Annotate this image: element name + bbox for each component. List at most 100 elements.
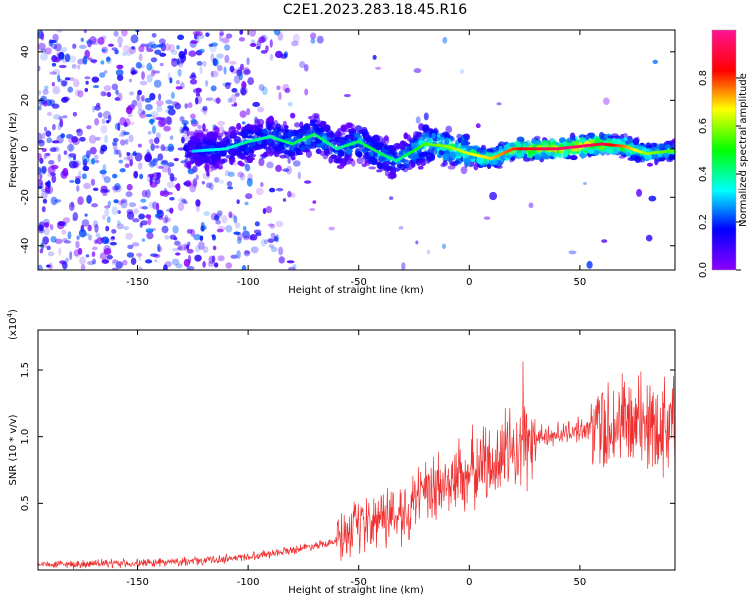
noise-blob: [64, 53, 71, 63]
ridge-blob: [645, 142, 652, 149]
noise-blob: [160, 144, 166, 152]
noise-blob: [496, 102, 502, 106]
noise-blob: [210, 70, 219, 78]
ridge-blob: [184, 157, 189, 164]
noise-blob: [114, 185, 122, 193]
noise-blob: [83, 182, 91, 190]
noise-blob: [170, 91, 175, 99]
noise-blob: [77, 247, 83, 256]
noise-blob: [188, 254, 192, 264]
noise-blob: [38, 221, 45, 229]
noise-blob: [201, 181, 205, 185]
noise-blob: [78, 229, 87, 238]
noise-blob: [91, 76, 100, 83]
noise-blob: [489, 191, 498, 201]
noise-blob: [127, 244, 134, 250]
x-axis-label: Height of straight line (km): [288, 285, 424, 296]
noise-blob: [47, 165, 56, 175]
noise-blob: [146, 173, 152, 183]
ridge-blob: [224, 132, 230, 138]
ridge-blob: [428, 155, 436, 160]
ridge-blob: [447, 165, 456, 170]
y-tick-label: 40: [20, 45, 31, 58]
noise-blob: [52, 33, 59, 42]
noise-blob: [137, 162, 143, 170]
noise-blob: [136, 93, 140, 102]
noise-blob: [43, 221, 50, 228]
noise-blob: [156, 202, 160, 212]
noise-blob: [171, 247, 180, 252]
noise-blob: [264, 239, 269, 245]
ridge-blob: [326, 131, 335, 138]
noise-blob: [231, 88, 238, 93]
noise-blob: [249, 42, 257, 47]
noise-blob: [153, 137, 160, 145]
ridge-blob: [209, 140, 214, 145]
noise-blob: [139, 222, 143, 228]
noise-blob: [162, 165, 169, 173]
ridge-blob: [410, 139, 417, 144]
noise-blob: [167, 143, 175, 152]
noise-blob: [267, 238, 275, 243]
noise-blob: [81, 219, 90, 227]
noise-blob: [228, 60, 237, 65]
ridge-blob: [368, 166, 377, 170]
noise-blob: [75, 240, 80, 249]
ridge-blob: [553, 154, 558, 158]
ridge-blob: [237, 131, 246, 136]
ridge-blob: [646, 162, 654, 167]
ridge-core: [534, 147, 538, 151]
colorbar-tick-label: 0.0: [698, 262, 709, 278]
noise-blob: [84, 213, 88, 217]
noise-blob: [102, 164, 107, 173]
noise-blob: [270, 246, 278, 253]
noise-blob: [68, 55, 77, 63]
ridge-blob: [398, 141, 407, 149]
noise-blob: [155, 165, 164, 169]
noise-blob: [117, 200, 124, 205]
noise-blob: [260, 239, 267, 247]
noise-blob: [230, 94, 237, 103]
noise-blob: [138, 53, 143, 62]
noise-blob: [101, 48, 106, 52]
noise-blob: [148, 201, 156, 209]
noise-blob: [84, 76, 91, 80]
colorbar-label: Normalized spectral amplitude: [738, 73, 749, 227]
noise-blob: [582, 181, 587, 186]
noise-blob: [246, 57, 250, 65]
noise-blob: [213, 262, 219, 268]
noise-blob: [126, 252, 135, 258]
ridge-blob: [457, 137, 462, 144]
noise-blob: [129, 159, 133, 167]
noise-blob: [267, 223, 275, 227]
noise-blob: [101, 259, 110, 264]
noise-blob: [163, 264, 168, 270]
noise-blob: [68, 159, 72, 166]
ridge-blob: [304, 143, 313, 150]
noise-blob: [43, 126, 48, 132]
noise-blob: [211, 234, 217, 241]
ridge-blob: [454, 160, 460, 164]
noise-blob: [104, 238, 110, 245]
noise-blob: [199, 65, 203, 75]
noise-blob: [88, 134, 97, 144]
noise-blob: [208, 255, 215, 265]
noise-blob: [132, 218, 140, 223]
noise-blob: [137, 101, 143, 111]
noise-blob: [215, 97, 221, 104]
noise-blob: [112, 187, 118, 194]
noise-blob: [195, 92, 201, 97]
noise-blob: [118, 152, 122, 158]
ridge-blob: [540, 152, 547, 158]
noise-blob: [413, 68, 422, 74]
noise-blob: [174, 184, 180, 189]
ridge-blob: [288, 150, 295, 158]
noise-blob: [145, 103, 153, 111]
noise-blob: [343, 93, 351, 98]
ridge-blob: [534, 135, 541, 140]
ridge-blob: [267, 125, 273, 132]
noise-blob: [287, 190, 292, 198]
ridge-blob: [462, 152, 467, 157]
noise-blob: [38, 185, 43, 190]
noise-blob: [243, 235, 250, 241]
